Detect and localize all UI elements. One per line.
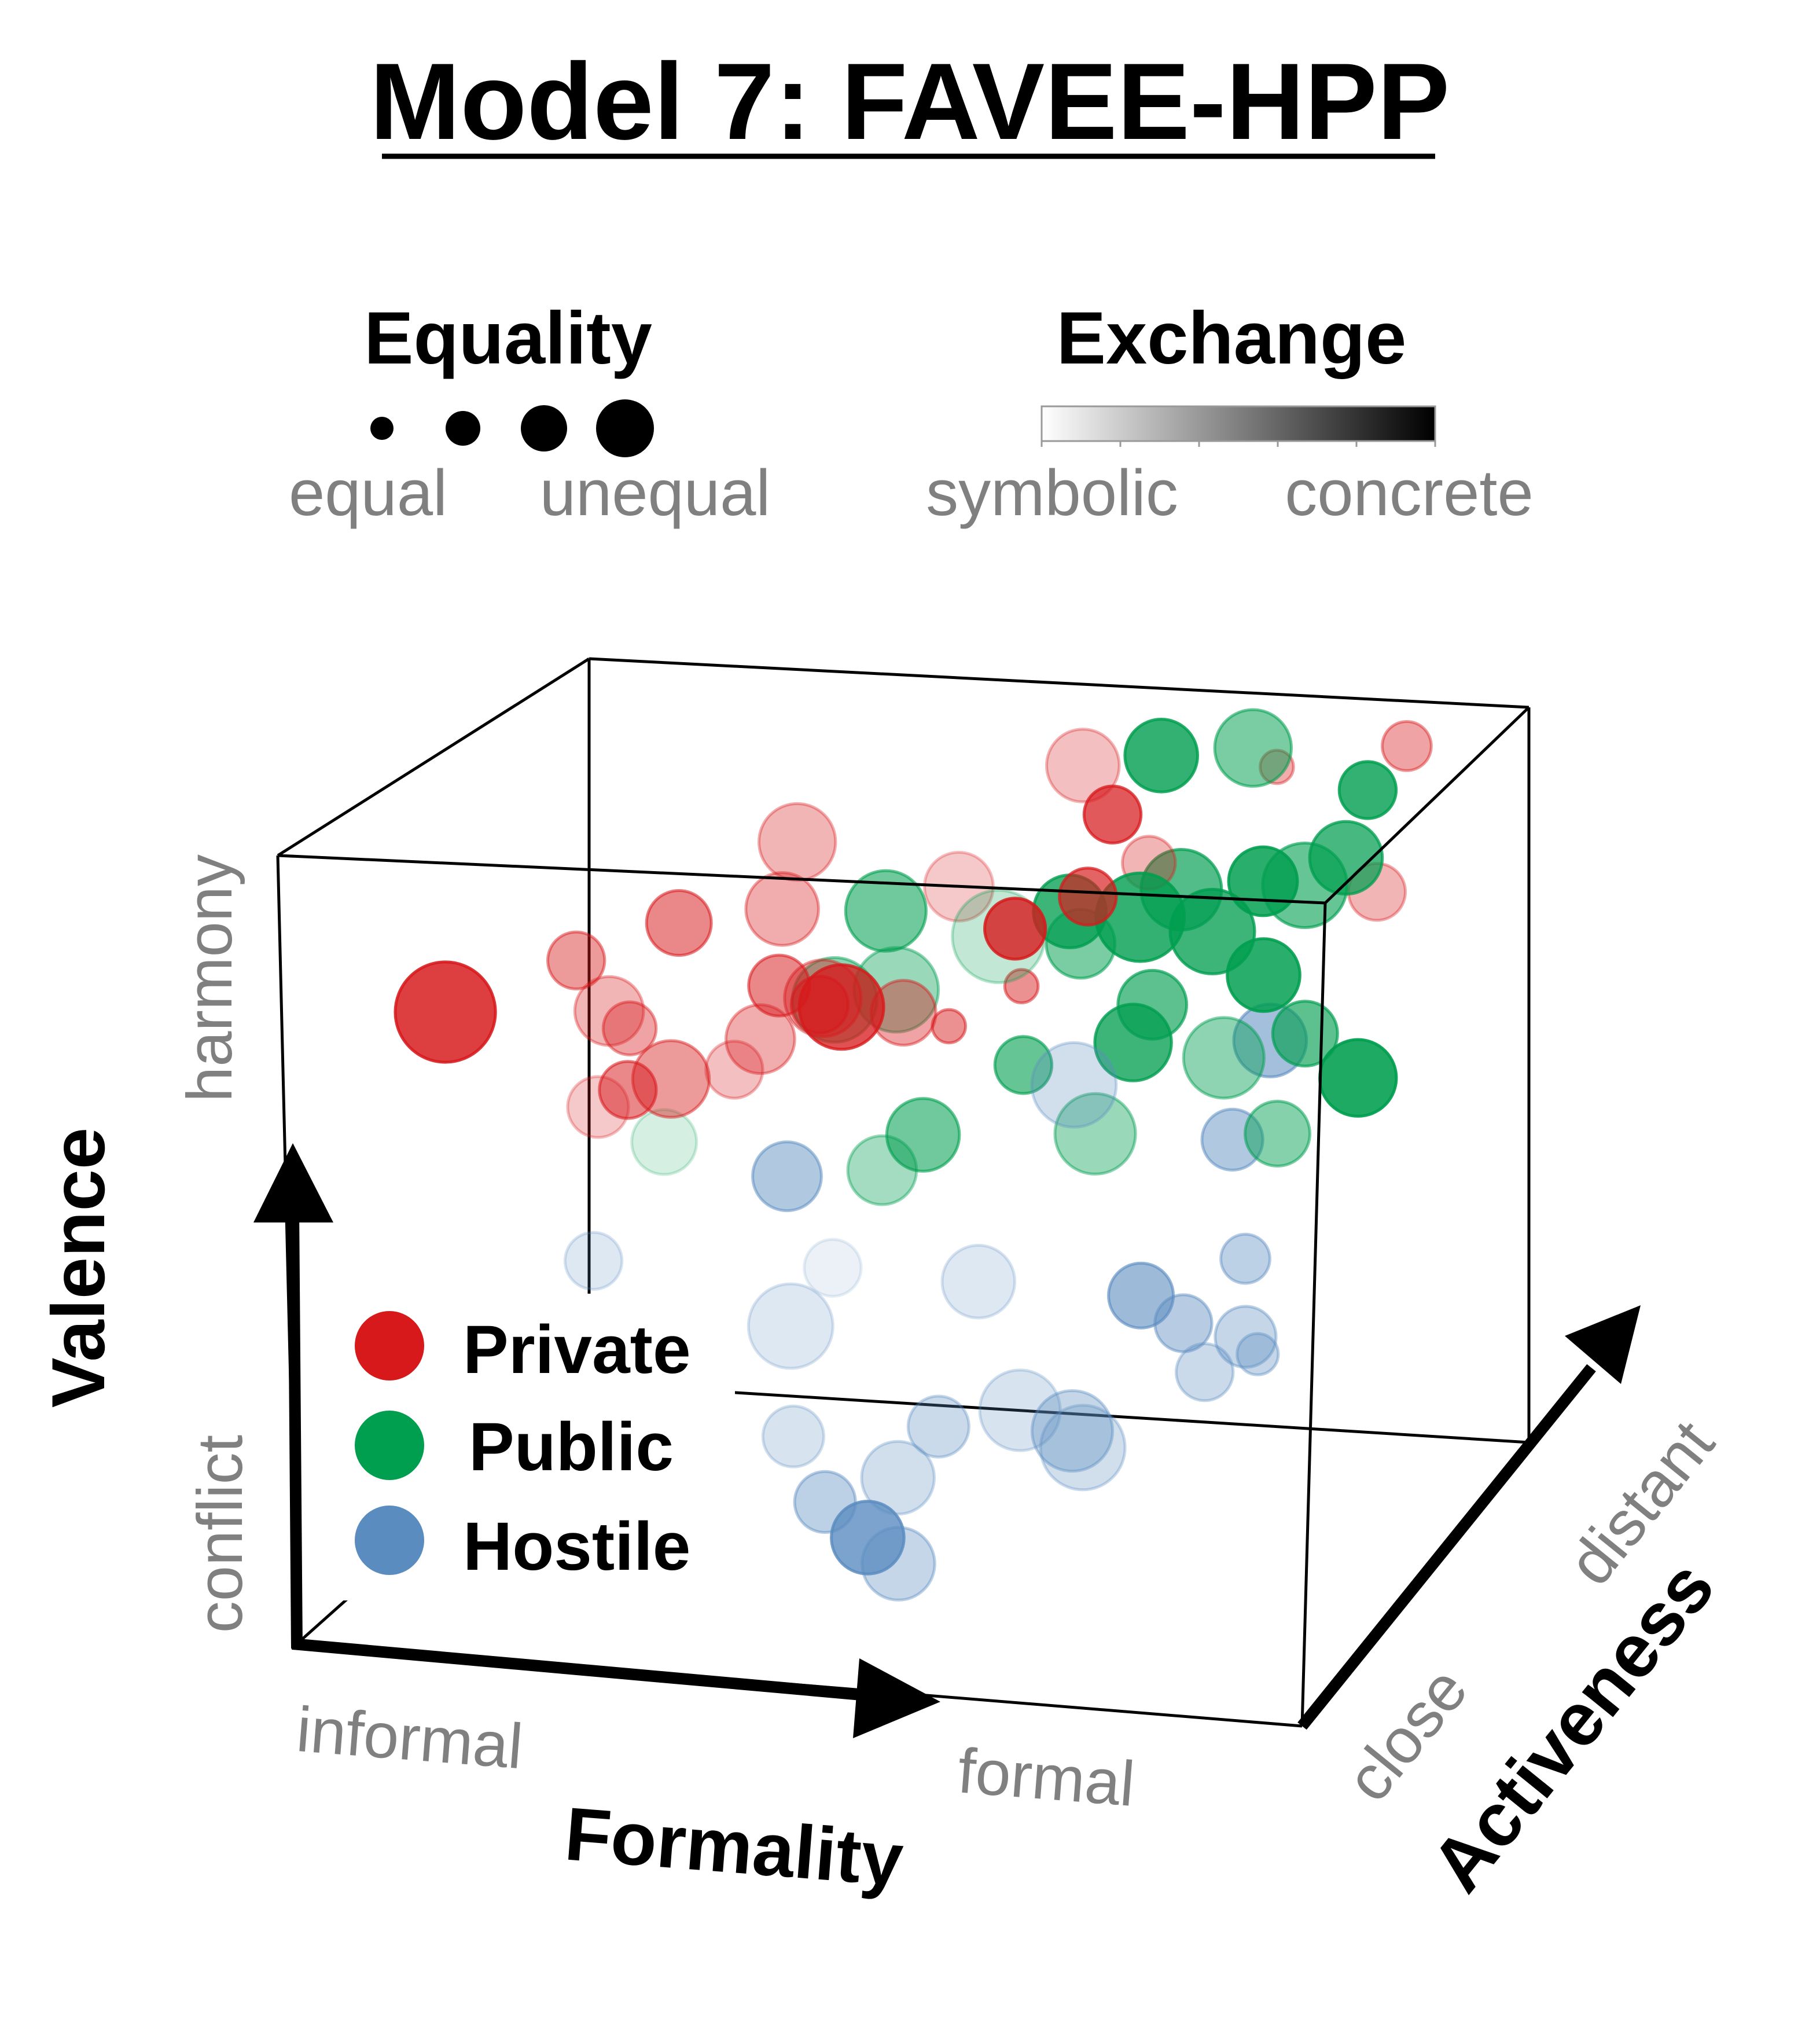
data-point-hostile bbox=[906, 1394, 970, 1459]
data-point-public bbox=[993, 1035, 1054, 1095]
data-point-hostile bbox=[860, 1440, 936, 1516]
equality-high-label: unequal bbox=[540, 457, 771, 529]
data-point-hostile bbox=[747, 1282, 834, 1370]
data-point-private bbox=[598, 1060, 658, 1120]
data-point-hostile bbox=[940, 1243, 1017, 1320]
data-point-public bbox=[844, 869, 928, 953]
data-point-private bbox=[394, 960, 497, 1064]
data-point-public bbox=[1053, 1092, 1137, 1176]
valence-low-label: conflict bbox=[185, 1435, 256, 1633]
formality-low-label: informal bbox=[294, 1694, 525, 1782]
data-point-public bbox=[1337, 760, 1398, 820]
data-point-hostile bbox=[761, 1404, 826, 1468]
activeness-high-label: distant bbox=[1554, 1408, 1728, 1598]
equality-legend-title: Equality bbox=[364, 297, 652, 380]
data-point-public bbox=[630, 1108, 698, 1176]
data-point-hostile bbox=[861, 1526, 936, 1602]
data-point-hostile bbox=[803, 1238, 863, 1298]
formality-axis-arrow bbox=[292, 1638, 940, 1738]
legend-hostile-label: Hostile bbox=[463, 1508, 690, 1585]
data-point-private bbox=[573, 975, 645, 1047]
data-point-hostile bbox=[978, 1368, 1062, 1452]
equality-size-marker bbox=[521, 405, 567, 451]
data-point-hostile bbox=[1107, 1261, 1175, 1330]
exchange-colorbar bbox=[1040, 405, 1436, 442]
chart-title: Model 7: FAVEE-HPP bbox=[370, 41, 1450, 162]
valence-axis-arrow bbox=[253, 1143, 333, 1649]
data-point-hostile bbox=[563, 1231, 624, 1291]
equality-low-label: equal bbox=[289, 457, 447, 529]
data-point-private bbox=[1082, 784, 1143, 845]
data-point-private bbox=[645, 889, 713, 957]
formality-high-label: formal bbox=[955, 1735, 1137, 1820]
data-point-public bbox=[1116, 968, 1189, 1041]
data-point-private bbox=[931, 1008, 967, 1045]
equality-size-markers bbox=[370, 399, 654, 457]
data-point-public bbox=[1244, 1100, 1311, 1167]
activeness-axis-arrow bbox=[1297, 1305, 1641, 1730]
formality-axis-title: Formality bbox=[562, 1791, 906, 1901]
data-point-public bbox=[1271, 1000, 1339, 1068]
exchange-legend-title: Exchange bbox=[1057, 297, 1407, 380]
data-point-private bbox=[1381, 720, 1433, 772]
equality-legend: Equality equal unequal bbox=[289, 297, 770, 529]
data-point-private bbox=[601, 1000, 658, 1056]
exchange-low-label: symbolic bbox=[926, 457, 1178, 529]
data-point-private bbox=[758, 802, 837, 882]
legend-public-marker bbox=[355, 1411, 424, 1480]
equality-size-marker bbox=[446, 411, 480, 446]
exchange-colorbar-ticks bbox=[1040, 441, 1436, 447]
data-point-public bbox=[1182, 1016, 1266, 1100]
data-points bbox=[394, 708, 1433, 1602]
data-point-hostile bbox=[793, 1470, 857, 1534]
data-point-private bbox=[744, 871, 820, 947]
legend-private-label: Private bbox=[463, 1312, 691, 1388]
activeness-axis-title: Activeness bbox=[1414, 1545, 1730, 1907]
data-point-private bbox=[546, 930, 606, 991]
data-point-hostile bbox=[1039, 1404, 1127, 1492]
legend-private-marker bbox=[355, 1311, 424, 1381]
equality-size-marker bbox=[370, 417, 394, 440]
legend-hostile-marker bbox=[355, 1506, 424, 1575]
exchange-high-label: concrete bbox=[1285, 457, 1534, 529]
data-point-hostile bbox=[830, 1500, 906, 1576]
valence-high-label: harmony bbox=[174, 854, 245, 1102]
category-legend: Private Public Hostile bbox=[339, 1294, 735, 1600]
legend-public-label: Public bbox=[469, 1409, 674, 1485]
data-point-private bbox=[704, 1040, 764, 1100]
data-point-private bbox=[1003, 968, 1040, 1004]
data-point-private bbox=[725, 1003, 796, 1075]
data-point-hostile bbox=[1236, 1332, 1280, 1376]
equality-size-marker bbox=[596, 399, 654, 457]
data-point-hostile bbox=[1030, 1041, 1118, 1129]
data-point-private bbox=[1045, 728, 1121, 803]
data-point-hostile bbox=[1219, 1232, 1271, 1285]
data-point-hostile bbox=[1175, 1342, 1235, 1402]
data-point-public bbox=[846, 1134, 918, 1206]
data-point-private bbox=[747, 953, 811, 1018]
data-point-hostile bbox=[1214, 1305, 1278, 1369]
data-point-hostile bbox=[751, 1140, 823, 1213]
data-point-public bbox=[885, 1097, 961, 1173]
activeness-low-label: close bbox=[1332, 1654, 1481, 1815]
data-point-public bbox=[1123, 718, 1199, 794]
data-point-private bbox=[1058, 867, 1118, 927]
exchange-legend: Exchange symbolic concrete bbox=[926, 297, 1534, 529]
data-point-hostile bbox=[1030, 1389, 1115, 1473]
valence-axis-title: Valence bbox=[36, 1128, 120, 1408]
data-point-private bbox=[789, 974, 850, 1035]
data-point-private bbox=[983, 897, 1047, 961]
data-point-public bbox=[1213, 708, 1293, 788]
data-point-public bbox=[1226, 937, 1301, 1013]
